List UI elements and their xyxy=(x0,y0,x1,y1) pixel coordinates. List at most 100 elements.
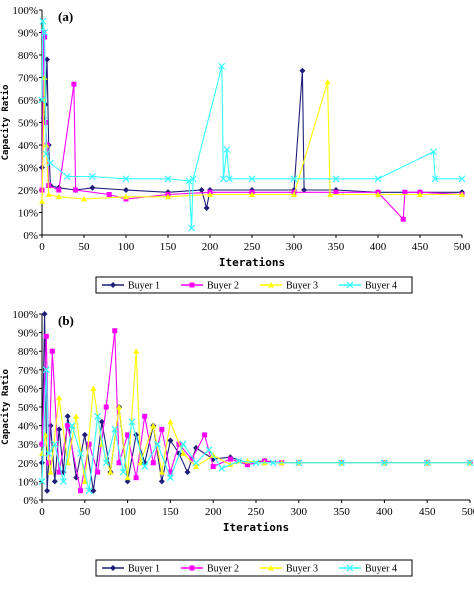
data-point xyxy=(59,477,67,485)
data-point xyxy=(51,440,59,448)
data-point xyxy=(164,175,172,183)
data-point xyxy=(45,191,52,197)
data-point xyxy=(203,205,210,211)
data-point xyxy=(73,413,80,419)
legend-label: Buyer 1 xyxy=(128,281,160,292)
data-point xyxy=(116,404,123,410)
data-point xyxy=(417,191,423,197)
legend-label: Buyer 4 xyxy=(365,281,397,292)
data-point xyxy=(202,432,208,438)
legend-label: Buyer 4 xyxy=(365,564,397,575)
data-point xyxy=(165,193,171,200)
data-point xyxy=(185,177,193,185)
data-point xyxy=(64,413,71,420)
y-tick-label: 50% xyxy=(18,402,38,414)
data-point xyxy=(159,426,165,432)
series-line xyxy=(41,369,470,491)
data-point xyxy=(249,191,255,197)
data-point xyxy=(150,460,156,466)
data-point xyxy=(167,418,174,425)
x-tick-label: 200 xyxy=(202,241,219,253)
data-point xyxy=(41,74,48,80)
x-tick-label: 250 xyxy=(248,506,265,518)
data-point xyxy=(38,477,46,485)
panel-label: (a) xyxy=(58,9,73,24)
data-point xyxy=(90,487,97,494)
data-point xyxy=(332,175,340,183)
data-point xyxy=(56,469,62,475)
data-point xyxy=(192,459,200,467)
series-4 xyxy=(38,366,474,495)
panel-label: (b) xyxy=(58,313,74,328)
x-tick-label: 300 xyxy=(286,241,303,253)
legend-entry: Buyer 2 xyxy=(181,564,239,575)
y-tick-label: 100% xyxy=(12,309,38,321)
x-tick-label: 350 xyxy=(328,241,345,253)
data-point xyxy=(89,184,96,191)
data-point xyxy=(205,446,213,454)
data-point xyxy=(225,175,233,183)
x-tick-label: 400 xyxy=(376,506,393,518)
y-tick-label: 30% xyxy=(18,439,38,451)
x-tick-label: 300 xyxy=(291,506,308,518)
data-point xyxy=(102,459,110,467)
y-tick-label: 10% xyxy=(18,476,38,488)
data-point xyxy=(98,418,105,425)
legend-label: Buyer 2 xyxy=(207,564,239,575)
data-point xyxy=(458,175,466,183)
y-tick-label: 60% xyxy=(18,95,38,107)
data-point xyxy=(128,418,136,426)
y-axis-label: Capacity Ratio xyxy=(0,85,11,161)
y-tick-label: 30% xyxy=(18,163,38,175)
data-point xyxy=(179,440,187,448)
legend-marker xyxy=(268,282,274,288)
data-point xyxy=(51,478,58,485)
x-axis-label: Iterations xyxy=(219,256,285,269)
data-point xyxy=(141,463,149,470)
legend: Buyer 1 Buyer 2 Buyer 3 Buyer 4 xyxy=(95,276,413,294)
data-point xyxy=(218,464,226,472)
data-point xyxy=(124,474,131,481)
legend-marker xyxy=(268,565,274,571)
x-tick-label: 500 xyxy=(454,241,471,253)
data-point xyxy=(324,79,331,85)
data-point xyxy=(77,450,84,457)
data-point xyxy=(227,456,233,462)
data-point xyxy=(63,173,71,180)
data-point xyxy=(95,469,101,475)
data-point xyxy=(56,187,62,193)
data-point xyxy=(68,422,76,430)
x-tick-label: 250 xyxy=(244,241,261,253)
data-point xyxy=(123,193,129,200)
legend-marker xyxy=(189,565,195,571)
data-point xyxy=(158,469,165,475)
data-point xyxy=(81,431,88,438)
data-point xyxy=(45,450,53,457)
data-point xyxy=(430,148,437,156)
data-point xyxy=(431,175,439,183)
panel-b: 0% 10% 20% 30% 40% 50% 60% 70% 80% 90% 100% 0 50 100 1… xyxy=(0,309,474,577)
data-point xyxy=(56,426,63,433)
data-point xyxy=(210,464,216,470)
y-tick-label: 90% xyxy=(18,28,38,40)
legend-marker xyxy=(346,564,354,572)
y-tick-label: 40% xyxy=(18,140,38,152)
data-point xyxy=(85,487,93,495)
data-point xyxy=(244,462,250,468)
data-point xyxy=(112,328,118,334)
data-point xyxy=(44,487,51,494)
data-point xyxy=(423,459,431,467)
x-tick-label: 350 xyxy=(333,506,350,518)
legend-entry: Buyer 3 xyxy=(260,564,318,575)
x-tick-label: 500 xyxy=(462,506,474,518)
data-point xyxy=(44,56,51,63)
y-tick-label: 20% xyxy=(18,458,38,470)
y-tick-label: 0% xyxy=(23,230,38,242)
data-point xyxy=(133,475,139,481)
x-tick-label: 450 xyxy=(419,506,436,518)
legend-box xyxy=(95,559,413,577)
data-point xyxy=(167,437,174,444)
y-tick-label: 100% xyxy=(12,5,38,17)
y-tick-label: 70% xyxy=(18,365,38,377)
panels: 0% 10% 20% 30% 40% 50% 60% 70% 80% 90% 100% 0 50 100 1… xyxy=(0,5,474,577)
